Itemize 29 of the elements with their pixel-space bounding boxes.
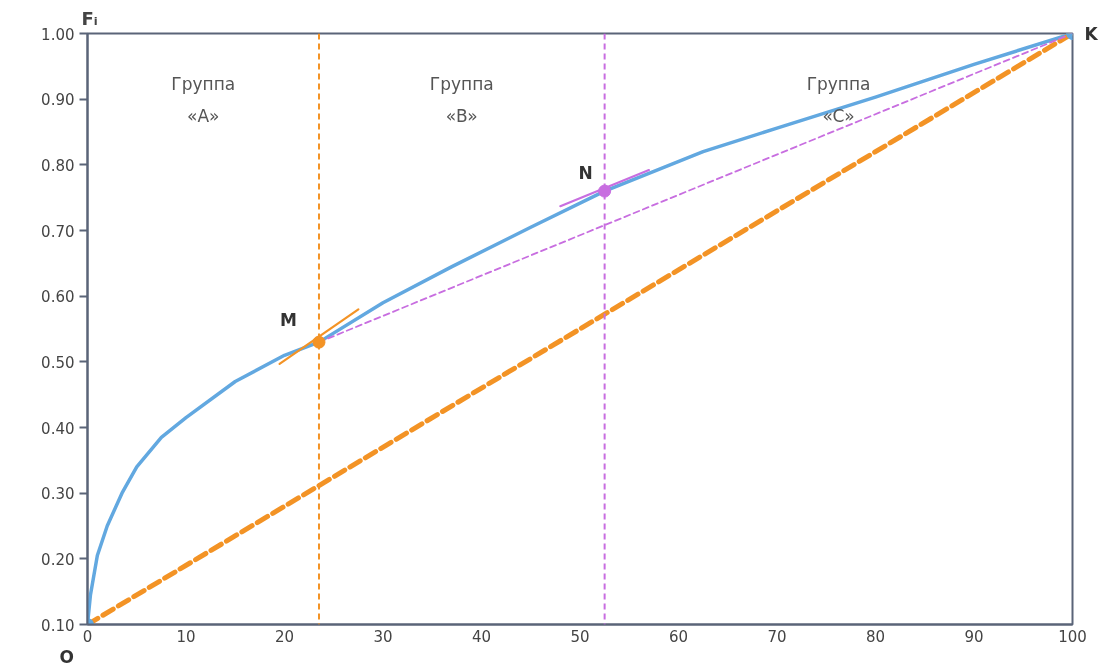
y-tick-label: 0.40 xyxy=(41,419,75,438)
annotation: O xyxy=(59,646,74,666)
y-tick-label: 1.00 xyxy=(41,25,75,44)
annotation: Группа «A» xyxy=(171,73,236,126)
annotation: M xyxy=(280,310,297,331)
x-tick-label: 70 xyxy=(767,627,787,646)
x-tick-label: 80 xyxy=(865,627,886,646)
y-tick-label: 0.70 xyxy=(41,222,75,241)
annotation: Группа «C» xyxy=(806,73,871,126)
y-tick-label: 0.20 xyxy=(41,550,75,569)
y-tick-label: 0.50 xyxy=(41,353,75,372)
x-tick-label: 60 xyxy=(668,627,689,646)
y-tick-label: 0.90 xyxy=(41,91,75,110)
y-axis-title: Fᵢ xyxy=(81,7,98,29)
annotation: Группа «B» xyxy=(429,73,494,126)
y-tick-label: 0.10 xyxy=(41,616,75,635)
x-tick-label: 40 xyxy=(471,627,492,646)
x-tick-label: 0 xyxy=(82,627,93,646)
annotation: K xyxy=(1084,23,1099,44)
x-tick-label: 20 xyxy=(274,627,295,646)
y-tick-label: 0.80 xyxy=(41,156,75,175)
y-tick-label: 0.30 xyxy=(41,485,75,504)
x-tick-label: 100 xyxy=(1058,627,1087,646)
x-tick-label: 30 xyxy=(373,627,393,646)
annotation: N xyxy=(578,163,593,184)
x-tick-label: 90 xyxy=(964,627,984,646)
x-tick-label: 10 xyxy=(176,627,196,646)
x-tick-label: 50 xyxy=(570,627,590,646)
y-tick-label: 0.60 xyxy=(41,288,75,307)
